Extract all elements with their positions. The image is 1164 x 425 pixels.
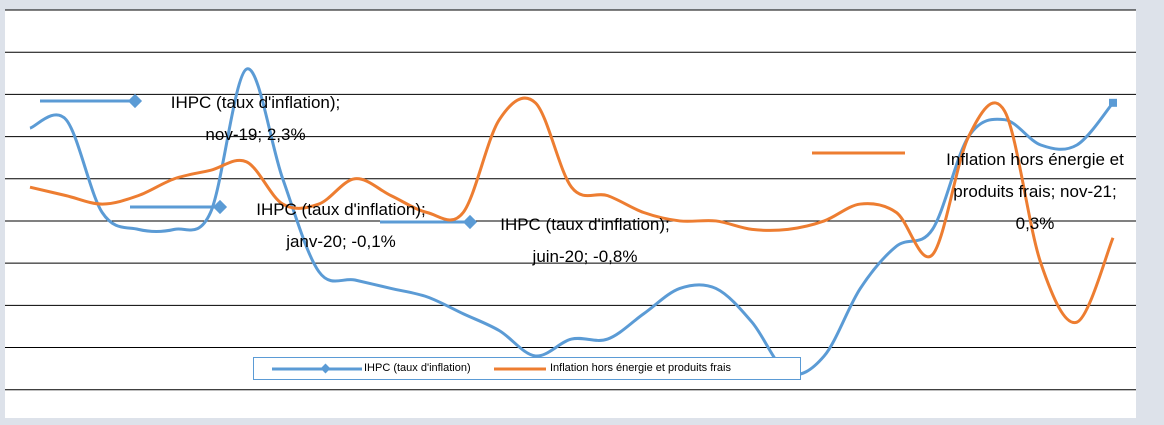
legend-marker bbox=[320, 363, 331, 374]
legend-keys bbox=[272, 363, 546, 374]
series-line bbox=[29, 67, 1115, 377]
series-line bbox=[29, 96, 1115, 324]
legend-label: IHPC (taux d'inflation) bbox=[364, 362, 471, 374]
data-label: IHPC (taux d'inflation); nov-19; 2,3% bbox=[170, 93, 341, 144]
label-key-marker bbox=[462, 214, 478, 230]
data-label: Inflation hors énergie et produits frais… bbox=[946, 150, 1124, 233]
legend-label: Inflation hors énergie et produits frais bbox=[550, 362, 731, 374]
label-key-marker bbox=[212, 199, 228, 215]
legend: IHPC (taux d'inflation) Inflation hors é… bbox=[253, 357, 801, 380]
data-label: IHPC (taux d'inflation); janv-20; -0,1% bbox=[256, 200, 426, 251]
data-label: IHPC (taux d'inflation); juin-20; -0,8% bbox=[500, 215, 670, 266]
end-marker bbox=[1109, 98, 1117, 107]
